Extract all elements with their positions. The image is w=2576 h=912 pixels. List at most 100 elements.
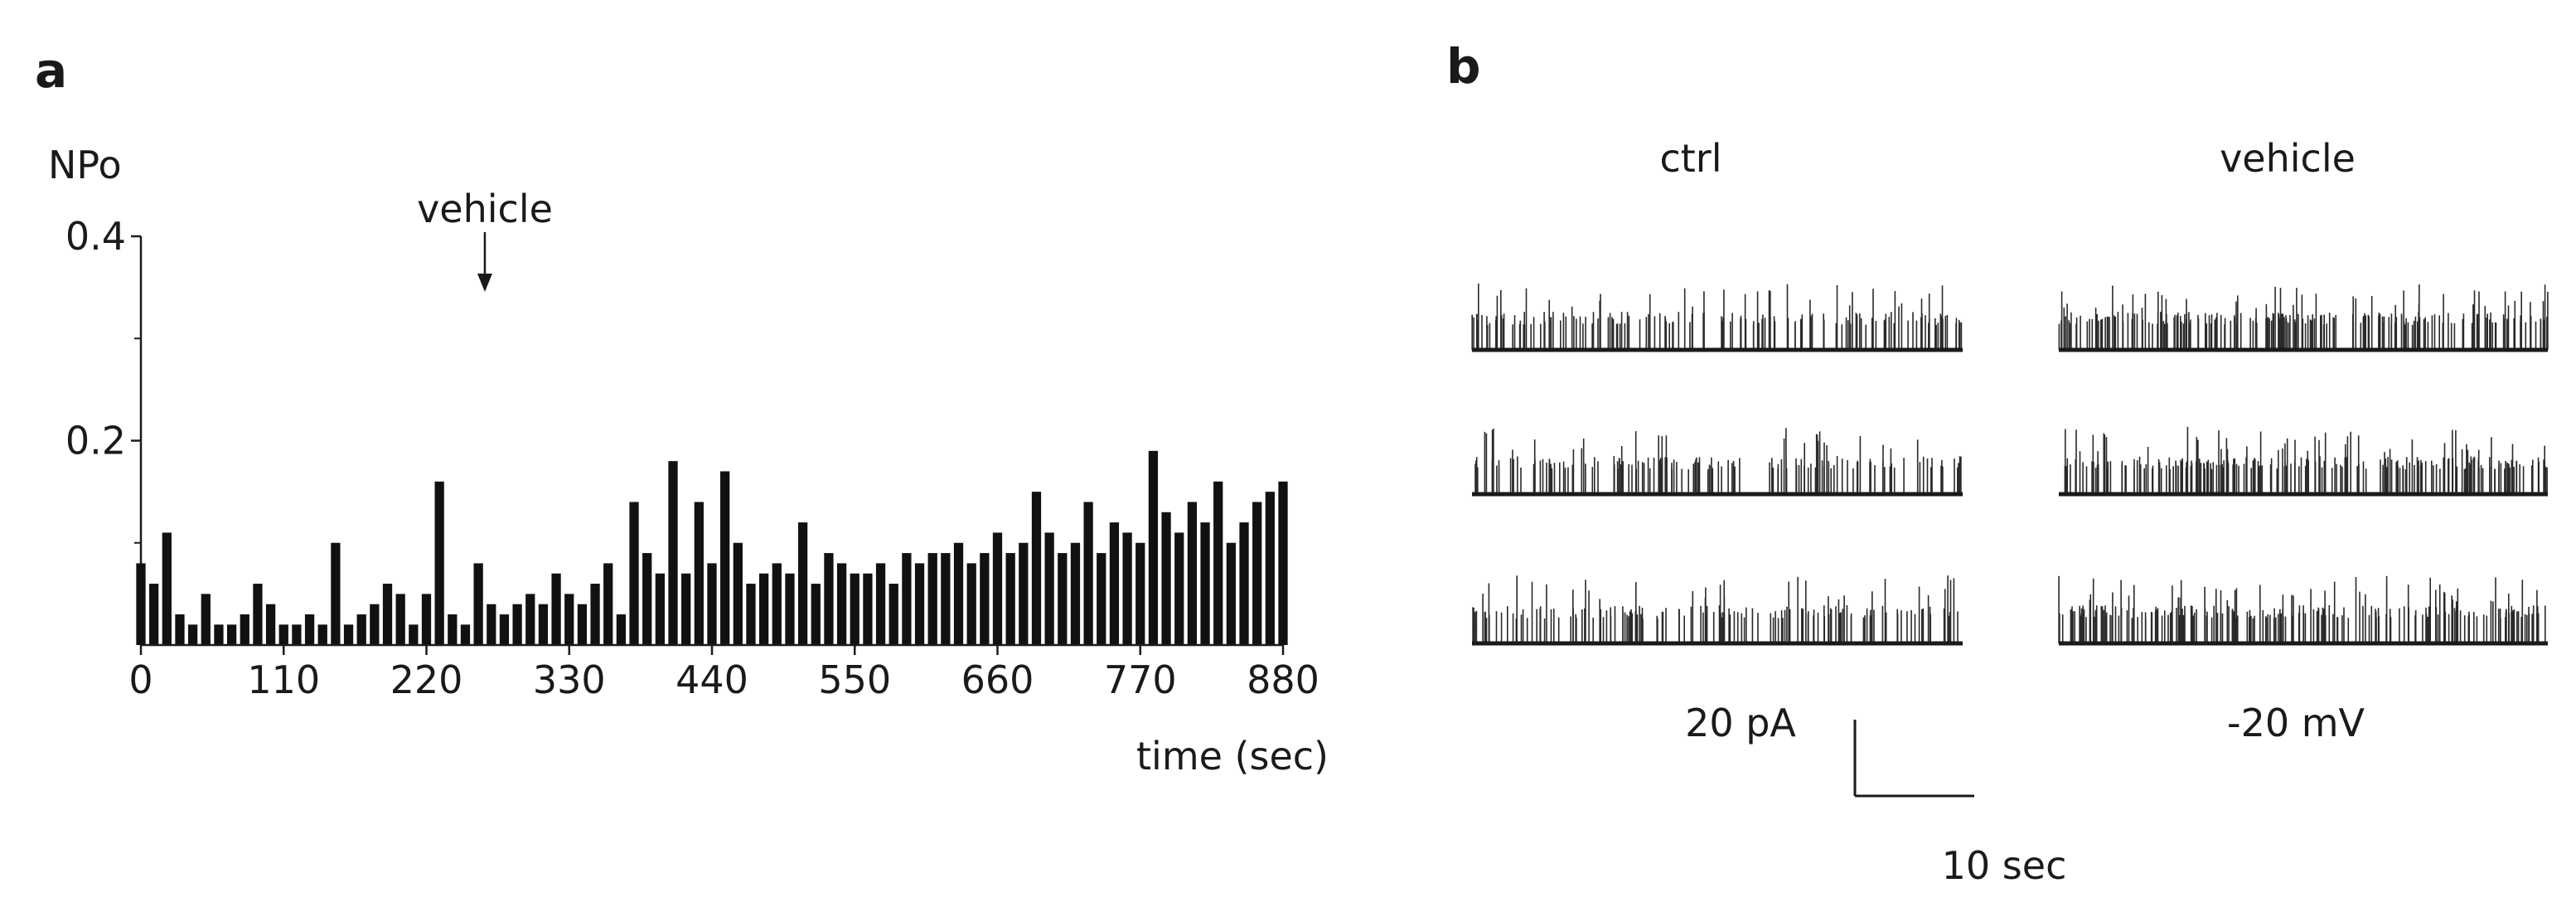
npo-bar — [836, 563, 847, 645]
npo-bar — [1239, 522, 1249, 645]
npo-bar — [240, 614, 249, 645]
x-tick-label: 660 — [961, 657, 1034, 702]
npo-bar — [551, 573, 561, 645]
vehicle-trace-label: vehicle — [2220, 136, 2356, 181]
npo-bar — [421, 594, 432, 645]
npo-bar — [746, 584, 756, 645]
npo-bar — [1265, 492, 1275, 645]
x-tick-label: 330 — [533, 657, 606, 702]
x-tick-label: 770 — [1104, 657, 1177, 702]
trace-vehicle-1 — [2058, 284, 2549, 352]
y-tick-label: 0.4 — [65, 214, 126, 259]
y-tick-label: 0.2 — [65, 419, 126, 463]
npo-bar — [1031, 492, 1042, 645]
y-axis-label: NPo — [48, 143, 122, 187]
npo-bar — [1278, 481, 1288, 645]
npo-bar — [980, 553, 990, 645]
x-tick-label: 0 — [128, 657, 153, 702]
npo-bar — [863, 573, 873, 645]
npo-bar — [136, 563, 146, 645]
npo-bar — [720, 471, 730, 645]
npo-bar — [448, 614, 458, 645]
trace-ctrl-2 — [1472, 428, 1963, 497]
scale-bar — [1853, 720, 1974, 798]
panel-a-letter: a — [35, 42, 67, 99]
npo-bar — [1148, 450, 1159, 645]
time-scale-label: 10 sec — [1942, 843, 2067, 888]
npo-bar — [914, 563, 925, 645]
npo-bar — [265, 604, 276, 645]
npo-bar — [278, 624, 288, 645]
npo-bar — [577, 604, 588, 645]
x-axis-label: time (sec) — [1136, 734, 1329, 779]
vehicle-arrow — [477, 232, 492, 292]
npo-bar — [1213, 481, 1223, 645]
trace-openings — [2058, 575, 2546, 643]
y-ticks: 0.4 0.2 — [65, 214, 141, 544]
npo-bar — [733, 542, 743, 645]
npo-bar — [187, 624, 198, 645]
ctrl-label: ctrl — [1659, 136, 1721, 181]
npo-bar — [655, 573, 666, 645]
x-tick-label: 110 — [247, 657, 320, 702]
npo-bar — [772, 563, 782, 645]
npo-bar — [1005, 553, 1015, 645]
npo-bar — [1174, 532, 1184, 645]
npo-bar — [226, 624, 237, 645]
trace-openings — [1474, 428, 1962, 494]
npo-bar — [902, 553, 912, 645]
npo-bar — [1019, 542, 1029, 645]
npo-bar — [499, 614, 510, 645]
npo-bar — [1135, 542, 1145, 645]
npo-bar — [1097, 553, 1106, 645]
npo-bar — [694, 502, 704, 645]
x-tick-label: 880 — [1247, 657, 1319, 702]
trace-vehicle-2 — [2059, 426, 2548, 497]
npo-bar — [1226, 542, 1237, 645]
npo-bar — [304, 614, 315, 645]
npo-bar — [370, 604, 380, 645]
npo-bar — [162, 532, 172, 645]
npo-bar — [356, 614, 366, 645]
npo-bar — [473, 563, 483, 645]
npo-bar — [1187, 502, 1198, 645]
npo-bar — [1200, 522, 1210, 645]
arrow-head — [477, 274, 492, 292]
npo-bar — [201, 594, 211, 645]
npo-bar — [850, 573, 859, 645]
npo-bar — [785, 573, 795, 645]
npo-bar — [331, 542, 341, 645]
x-tick-label: 440 — [675, 657, 748, 702]
npo-bar — [149, 584, 159, 645]
vehicle-annotation: vehicle — [417, 187, 553, 231]
npo-bar — [434, 481, 444, 645]
npo-bar — [487, 604, 496, 645]
npo-bar — [875, 563, 886, 645]
npo-bar — [707, 563, 717, 645]
npo-bar — [797, 522, 808, 645]
npo-bar — [1058, 553, 1068, 645]
npo-bar — [292, 624, 302, 645]
npo-bar — [460, 624, 471, 645]
trace-openings — [1472, 575, 1959, 643]
npo-bar — [317, 624, 327, 645]
npo-bar — [253, 584, 263, 645]
npo-bar — [1070, 542, 1081, 645]
npo-bar — [1109, 522, 1120, 645]
npo-bar — [564, 594, 574, 645]
npo-bars — [136, 450, 1288, 645]
x-tick-label: 220 — [390, 657, 463, 702]
trace-openings — [2064, 426, 2548, 494]
npo-bar — [953, 542, 964, 645]
npo-bar — [525, 594, 535, 645]
npo-bar — [966, 563, 976, 645]
npo-bar — [629, 502, 639, 645]
npo-bar — [175, 614, 185, 645]
x-tick-label: 550 — [818, 657, 891, 702]
trace-vehicle-3 — [2058, 575, 2548, 646]
x-ticks: 0 110 220 330 440 550 660 770 880 — [128, 645, 1319, 702]
npo-bar — [616, 614, 627, 645]
current-scale-label: 20 pA — [1685, 701, 1796, 745]
npo-bar — [668, 461, 678, 645]
